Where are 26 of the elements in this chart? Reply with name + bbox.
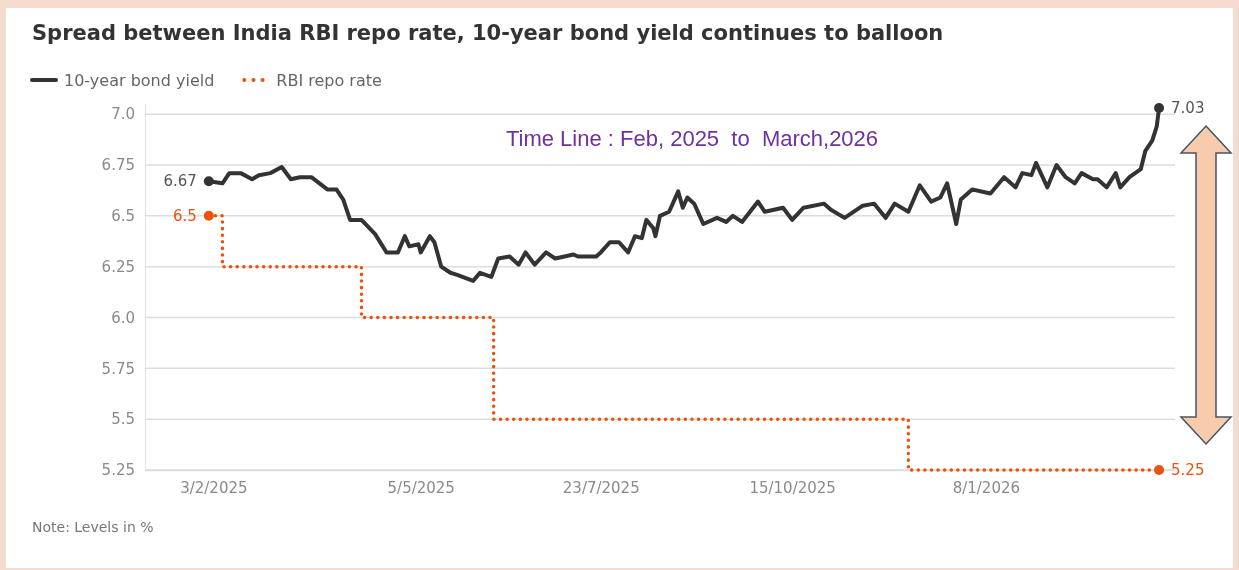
y-tick-label: 5.5 — [111, 410, 135, 429]
point — [1154, 103, 1165, 114]
annotation: 7.03 — [1171, 99, 1205, 118]
y-tick-label: 7.0 — [111, 105, 135, 124]
text: Note: Levels in % — [32, 519, 154, 535]
x-tick-label: 5/5/2025 — [387, 478, 455, 497]
point — [203, 176, 214, 187]
y-tick-label: 6.0 — [111, 308, 135, 327]
annotation: 5.25 — [1171, 461, 1205, 479]
annotation: 6.67 — [163, 172, 197, 191]
annotation: Time Line : Feb, 2025 to March,2026 — [505, 126, 879, 151]
annotation: 6.5 — [172, 206, 197, 225]
legend-label: RBI repo rate — [276, 71, 382, 90]
x-tick-label: 3/2/2025 — [180, 478, 248, 497]
x-tick-label: 8/1/2026 — [952, 478, 1021, 497]
x-tick-label: 23/7/2025 — [562, 478, 640, 497]
point — [203, 210, 214, 221]
y-tick-label: 6.75 — [101, 156, 135, 175]
y-tick-label: 5.75 — [101, 359, 135, 378]
point — [1154, 465, 1165, 475]
legend-label: 10-year bond yield — [64, 71, 215, 90]
y-tick-label: 5.25 — [101, 461, 135, 480]
y-tick-label: 6.5 — [111, 207, 135, 226]
y-tick-label: 6.25 — [101, 257, 135, 276]
chart-title: Spread between India RBI repo rate, 10-year bond yield continues to balloon — [32, 21, 944, 45]
x-tick-label: 15/10/2025 — [749, 478, 836, 497]
